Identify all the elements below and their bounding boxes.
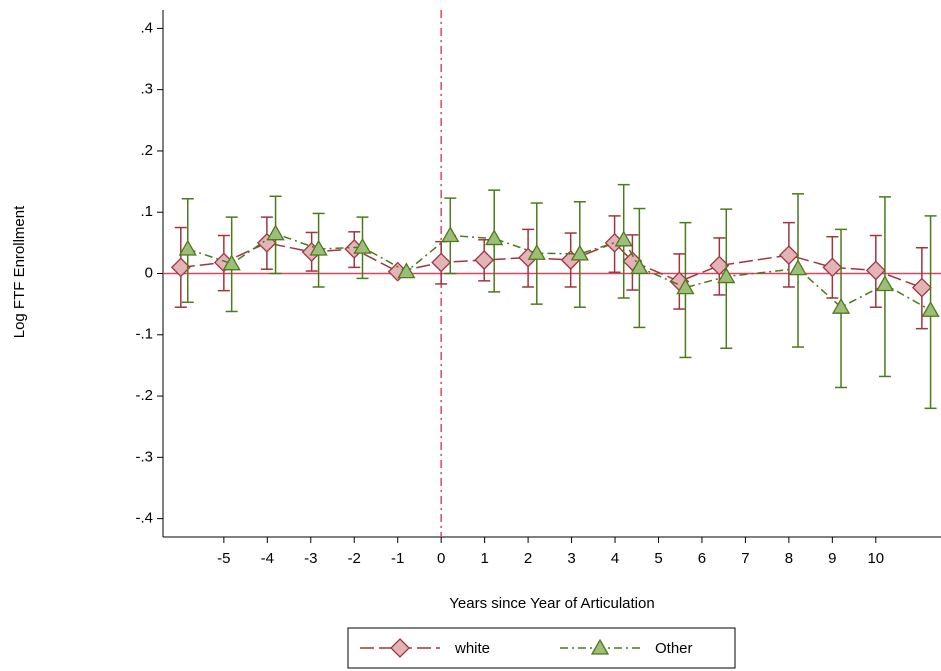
x-tick-label: -3: [304, 550, 317, 567]
diamond-marker: [911, 277, 932, 298]
triangle-marker: [441, 226, 460, 243]
x-tick-label: 8: [785, 550, 793, 567]
x-tick-label: -1: [391, 550, 404, 567]
y-tick-label: .3: [140, 81, 153, 98]
triangle-marker: [921, 300, 940, 317]
y-tick-label: 0: [145, 264, 153, 281]
x-tick-label: 4: [611, 550, 619, 567]
diamond-marker: [474, 250, 495, 270]
y-tick-label: .1: [140, 203, 153, 220]
x-tick-label: 1: [480, 550, 488, 567]
y-axis-title: Log FTF Enrollment: [11, 205, 28, 338]
triangle-marker: [676, 278, 695, 295]
triangle-marker: [630, 258, 649, 275]
diamond-marker: [390, 638, 410, 658]
triangle-marker: [831, 297, 851, 314]
x-tick-label: 0: [437, 550, 445, 567]
triangle-marker: [266, 224, 285, 241]
diamond-marker: [865, 260, 886, 281]
x-axis-title: Years since Year of Articulation: [449, 595, 654, 612]
triangle-marker: [875, 275, 895, 292]
diamond-marker: [778, 245, 799, 266]
y-tick-label: -.1: [135, 326, 153, 343]
y-tick-label: -.4: [135, 510, 153, 527]
triangle-marker: [309, 239, 328, 256]
triangle-marker: [570, 244, 589, 261]
y-tick-label: -.2: [135, 387, 153, 404]
x-tick-label: 5: [654, 550, 662, 567]
diamond-marker: [709, 255, 730, 276]
legend-label: Other: [655, 640, 693, 657]
x-tick-label: 7: [741, 550, 749, 567]
triangle-marker: [614, 230, 633, 247]
triangle-marker: [590, 638, 610, 655]
x-tick-label: -2: [348, 550, 361, 567]
triangle-marker: [485, 229, 504, 246]
legend-box: [347, 627, 736, 669]
x-tick-label: 6: [698, 550, 706, 567]
series-line: [187, 232, 931, 311]
triangle-marker: [788, 259, 808, 276]
triangle-marker: [527, 243, 546, 260]
x-tick-label: 3: [567, 550, 575, 567]
diamond-marker: [822, 257, 843, 278]
x-tick-label: -5: [217, 550, 230, 567]
triangle-marker: [717, 267, 736, 284]
y-tick-label: .2: [140, 142, 153, 159]
x-tick-label: -4: [261, 550, 274, 567]
x-tick-label: 2: [524, 550, 532, 567]
legend-label: white: [454, 640, 490, 657]
x-tick-label: 9: [828, 550, 836, 567]
y-tick-label: -.3: [135, 448, 153, 465]
triangle-marker: [222, 254, 241, 271]
triangle-marker: [353, 237, 372, 254]
triangle-marker: [397, 262, 416, 279]
y-tick-label: .4: [140, 19, 153, 36]
diamond-marker: [170, 257, 191, 278]
triangle-marker: [178, 239, 197, 256]
x-tick-label: 10: [867, 550, 884, 567]
diamond-marker: [431, 252, 452, 273]
